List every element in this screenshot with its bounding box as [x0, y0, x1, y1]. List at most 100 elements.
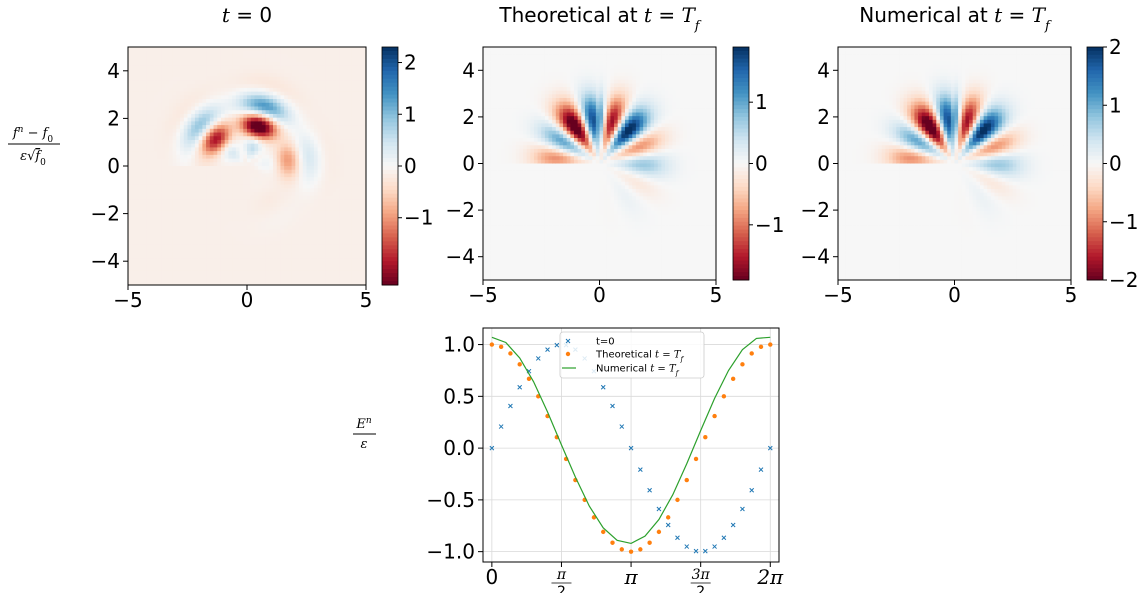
- data-point: [656, 506, 662, 512]
- data-point: [693, 456, 699, 462]
- x-tick-label: −5: [823, 283, 852, 307]
- data-point: [489, 342, 495, 347]
- colorbar: −1 0 1 2: [381, 46, 433, 286]
- panel-title: Theoretical at t = Tf: [498, 3, 701, 34]
- data-point: [498, 344, 504, 350]
- series-2: [489, 342, 773, 554]
- series-3: [491, 336, 771, 545]
- data-point: [749, 487, 755, 493]
- colorbar-tick-label: −1: [404, 206, 433, 230]
- x-tick-label: 0: [485, 565, 498, 589]
- legend-label: Theoretical t = Tf: [595, 350, 685, 364]
- bottom-ylabel: En ε: [353, 416, 376, 452]
- data-point: [619, 424, 625, 429]
- data-point: [721, 394, 727, 399]
- y-tick-label: 2: [462, 105, 475, 129]
- data-point: [637, 467, 643, 472]
- line-plot: −1.0−0.50.00.51.00 π2π 3π22πt=0Theoretical…: [426, 327, 784, 593]
- y-tick-label: 4: [107, 59, 120, 83]
- x-tick-label: 5: [1065, 283, 1078, 307]
- svg-text:ε√f0: ε√f0: [20, 149, 46, 168]
- x-tick-label: 0: [948, 283, 961, 307]
- data-point: [647, 540, 652, 545]
- colorbar-tick-label: 0: [755, 152, 768, 176]
- data-point: [712, 413, 717, 419]
- y-tick-label: −1.0: [426, 540, 475, 564]
- data-point: [656, 529, 662, 535]
- colorbar-tick-label: −1: [1109, 210, 1138, 234]
- y-tick-label: −4: [91, 249, 120, 273]
- data-point: [535, 356, 541, 361]
- heatmap-panel-3: Numerical at t = Tf −5 0 5 −4 −2 0 2 4 −2 −1 0 1 2: [801, 3, 1139, 307]
- data-point: [675, 497, 680, 503]
- y-tick-label: 0.0: [443, 436, 475, 460]
- colorbar-tick-label: 1: [1109, 93, 1122, 117]
- y-tick-label: −4: [446, 245, 475, 269]
- x-tick-label: 3π: [692, 567, 711, 583]
- series-line: [491, 336, 771, 545]
- data-point: [665, 515, 671, 520]
- y-tick-label: 0: [462, 152, 475, 176]
- data-point: [638, 547, 643, 552]
- data-point: [740, 506, 745, 512]
- heatmap-image: [838, 47, 1072, 281]
- x-tick-label: π: [623, 565, 638, 589]
- data-point: [554, 342, 560, 348]
- data-point: [610, 540, 615, 545]
- data-point: [628, 549, 634, 554]
- x-tick-label: 0: [241, 288, 254, 312]
- x-tick-label: −5: [468, 283, 497, 307]
- panel-title: Numerical at t = Tf: [859, 3, 1052, 34]
- legend-label: Numerical t = Tf: [596, 364, 680, 378]
- colorbar: −1 0 1: [732, 46, 784, 281]
- x-tick-label: 5: [710, 283, 723, 307]
- data-point: [702, 548, 708, 554]
- colorbar-tick-label: 1: [755, 90, 768, 114]
- data-point: [526, 376, 532, 382]
- heatmap-image: [483, 47, 717, 281]
- data-point: [619, 547, 624, 552]
- y-tick-label: 1.0: [443, 333, 475, 357]
- x-tick-label: −5: [113, 288, 142, 312]
- heatmap-panel-1: t = 0 −5 0 5 −4 −2 0 2 4 −1 0 1 2: [91, 3, 434, 312]
- data-point: [600, 384, 606, 390]
- svg-text:En: En: [355, 416, 372, 432]
- data-point: [517, 362, 522, 367]
- y-tick-label: −2: [801, 198, 830, 222]
- data-point: [749, 351, 754, 356]
- colorbar-tick-label: 2: [404, 51, 417, 75]
- x-tick-label: π: [556, 567, 567, 583]
- colorbar-tick-label: −2: [1109, 268, 1138, 292]
- x-tick-label: 2π: [756, 565, 784, 589]
- svg-text:fn − f0: fn − f0: [12, 125, 54, 145]
- data-point: [665, 522, 671, 528]
- y-tick-label: −2: [446, 198, 475, 222]
- data-point: [730, 522, 736, 528]
- x-tick-label: 5: [360, 288, 373, 312]
- x-tick-denominator: 2: [557, 584, 566, 593]
- data-point: [489, 445, 495, 451]
- data-point: [684, 544, 690, 549]
- heatmap-panel-2: Theoretical at t = Tf −5 0 5 −4 −2 0 2 4 −1 0 1: [446, 3, 785, 307]
- row-ylabel: fn − f0 ε√f0: [8, 125, 60, 168]
- legend-label: t=0: [596, 337, 615, 348]
- colorbar-tick-label: −1: [755, 213, 784, 237]
- colorbar-tick-label: 0: [404, 154, 417, 178]
- colorbar-tick-label: 2: [1109, 35, 1122, 59]
- y-tick-label: 2: [107, 106, 120, 130]
- data-point: [730, 376, 736, 382]
- data-point: [675, 535, 680, 541]
- data-point: [767, 445, 773, 451]
- data-point: [693, 548, 699, 554]
- x-tick-label: 0: [593, 283, 606, 307]
- data-point: [601, 529, 606, 535]
- data-point: [508, 403, 513, 409]
- svg-text:ε: ε: [361, 437, 368, 452]
- data-point: [712, 544, 717, 549]
- y-tick-label: −4: [801, 245, 830, 269]
- colorbar-tick-label: 0: [1109, 152, 1122, 176]
- colorbar-tick-label: 1: [404, 102, 417, 126]
